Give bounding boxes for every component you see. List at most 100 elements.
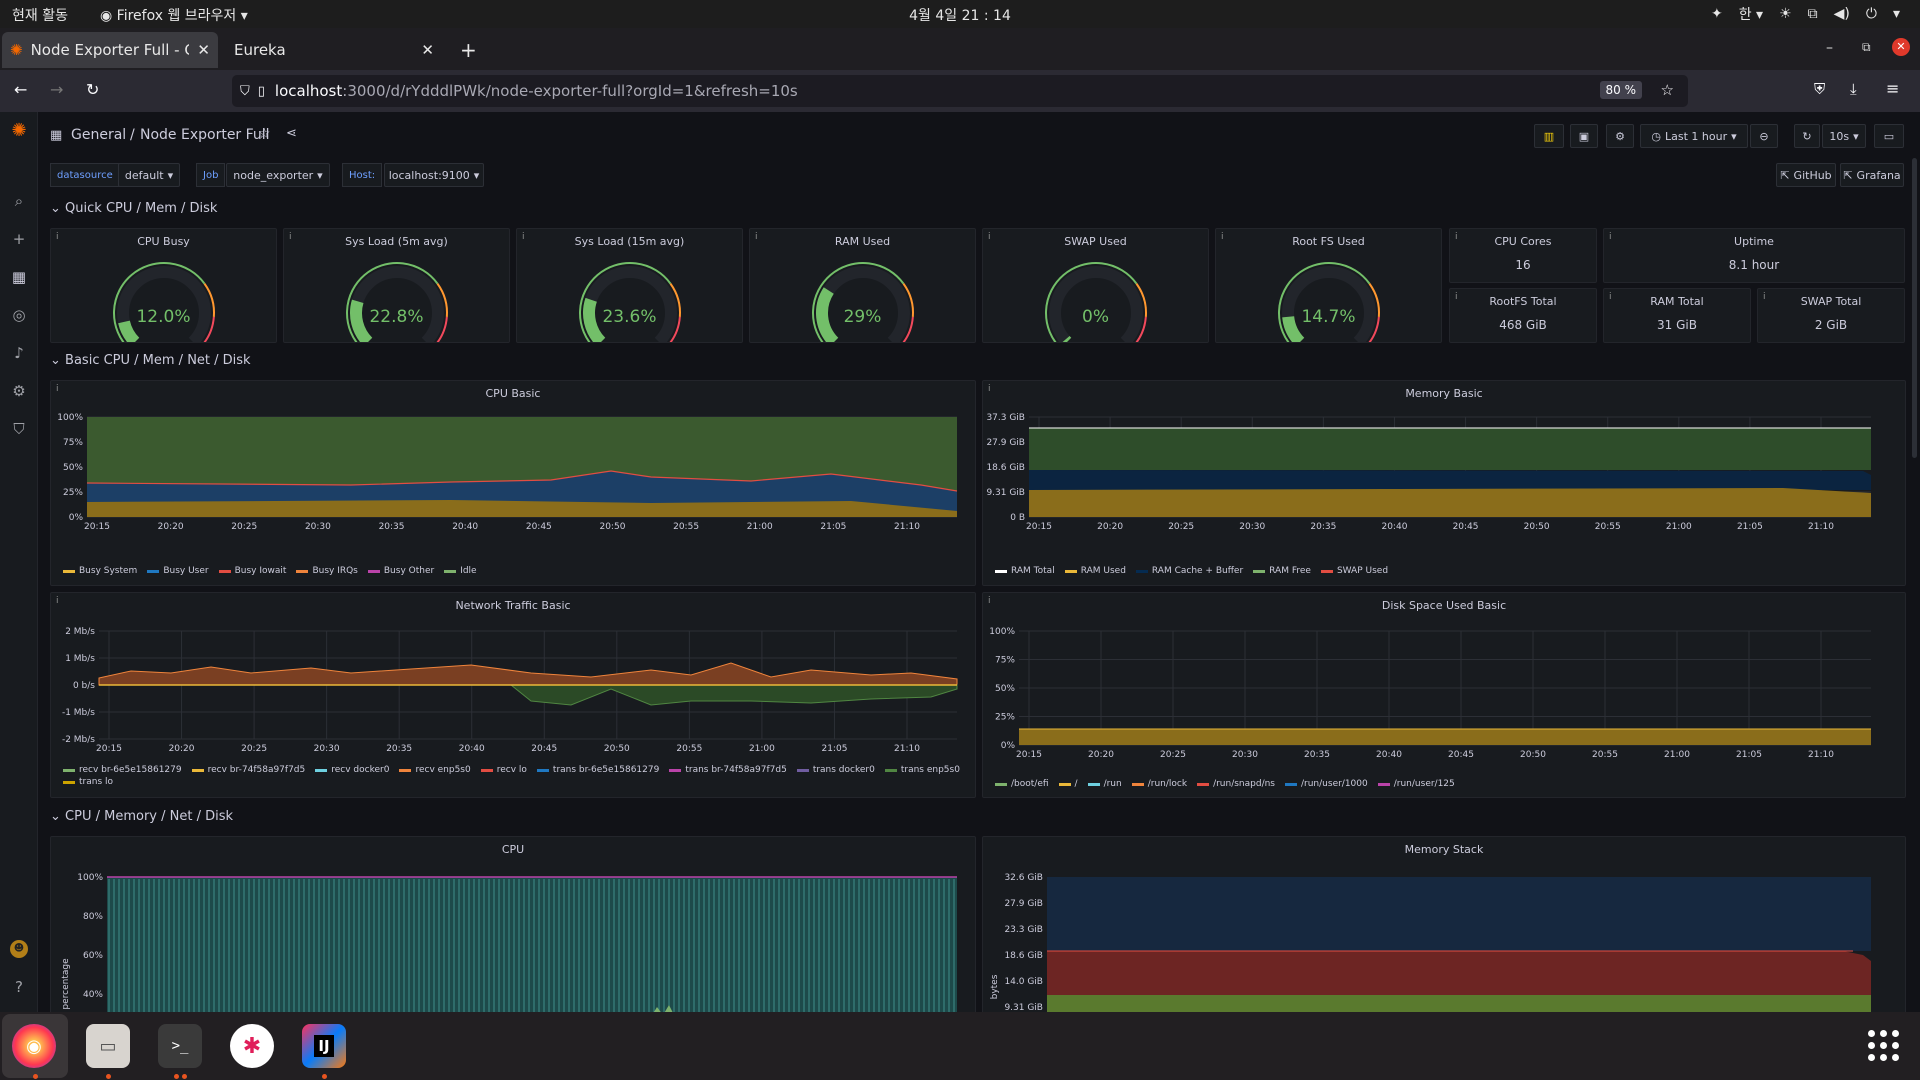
shield-icon[interactable]: ⛉ xyxy=(240,83,250,99)
gauge-panel[interactable]: i Sys Load (5m avg) 22.8% xyxy=(283,228,510,343)
explore-icon[interactable]: ◎ xyxy=(12,306,26,324)
breadcrumb-folder[interactable]: General xyxy=(71,127,127,143)
legend-item[interactable]: Busy User xyxy=(147,566,209,576)
row-basic[interactable]: ⌄ Basic CPU / Mem / Net / Disk xyxy=(50,353,251,368)
files-launcher[interactable]: ▭ xyxy=(86,1024,130,1068)
info-icon[interactable]: i xyxy=(1455,292,1458,302)
panel-cpu[interactable]: CPU percentage 100% 80% 60% 40% xyxy=(50,836,976,1012)
legend-item[interactable]: /boot/efi xyxy=(995,779,1049,789)
time-picker[interactable]: ◷ Last 1 hour ▾ xyxy=(1640,124,1748,148)
activities-button[interactable]: 현재 활동 xyxy=(12,8,68,24)
info-icon[interactable]: i xyxy=(755,232,758,242)
menu-icon[interactable]: ≡ xyxy=(1886,79,1900,98)
info-icon[interactable]: i xyxy=(56,384,59,394)
legend-item[interactable]: RAM Used xyxy=(1064,566,1126,576)
show-apps-button[interactable] xyxy=(1868,1030,1900,1062)
legend-item[interactable]: /run/user/125 xyxy=(1377,779,1455,789)
legend-item[interactable]: Idle xyxy=(444,566,477,576)
clock[interactable]: 4월 4일 21 : 14 xyxy=(909,8,1011,24)
info-icon[interactable]: i xyxy=(988,596,991,606)
stat-swap-total[interactable]: i SWAP Total 2 GiB xyxy=(1757,288,1905,343)
help-icon[interactable]: ? xyxy=(15,978,23,996)
legend-item[interactable]: Busy System xyxy=(63,566,137,576)
volume-icon[interactable]: ◀) xyxy=(1833,6,1850,22)
network-icon[interactable]: ⧉ xyxy=(1807,6,1818,22)
panel-cpu-basic[interactable]: i CPU Basic 100% 75% 50% 25% 0% 20:15 20:20 20… xyxy=(50,380,976,586)
row-quick[interactable]: ⌄ Quick CPU / Mem / Disk xyxy=(50,201,217,216)
grafana-logo-icon[interactable]: ✺ xyxy=(11,120,27,141)
legend-item[interactable]: trans lo xyxy=(63,777,113,787)
intellij-launcher[interactable]: IJ xyxy=(302,1024,346,1068)
github-link[interactable]: ⇱ GitHub xyxy=(1776,163,1836,187)
legend-item[interactable]: /run/user/1000 xyxy=(1285,779,1368,789)
dashboards-icon[interactable]: ▦ xyxy=(11,268,27,286)
terminal-launcher[interactable]: >_ xyxy=(158,1024,202,1068)
star-icon[interactable]: ☆ xyxy=(1660,81,1674,99)
panel-disk-basic[interactable]: i Disk Space Used Basic 100% 75% 50% 25% 0% … xyxy=(982,592,1906,798)
minimize-icon[interactable]: – xyxy=(1826,40,1833,56)
save-dashboard-button[interactable]: ▣ xyxy=(1570,124,1598,148)
server-admin-icon[interactable]: ⛉ xyxy=(13,420,25,438)
back-icon[interactable]: ← xyxy=(14,80,28,99)
grafana-link[interactable]: ⇱ Grafana xyxy=(1840,163,1904,187)
dashboard-settings-button[interactable]: ⚙ xyxy=(1606,124,1634,148)
gauge-panel[interactable]: i Sys Load (15m avg) 23.6% xyxy=(516,228,743,343)
share-icon[interactable]: ⋖ xyxy=(286,126,297,141)
panel-memory-stack[interactable]: Memory Stack bytes 32.6 GiB 27.9 GiB 23.3 … xyxy=(982,836,1906,1012)
info-icon[interactable]: i xyxy=(289,232,292,242)
stat-uptime[interactable]: i Uptime 8.1 hour xyxy=(1603,228,1905,283)
info-icon[interactable]: i xyxy=(988,232,991,242)
zoom-level[interactable]: 80 % xyxy=(1599,81,1642,99)
datasource-select[interactable]: default ▾ xyxy=(118,163,180,187)
legend-item[interactable]: recv lo xyxy=(480,765,527,775)
stat-ram-total[interactable]: i RAM Total 31 GiB xyxy=(1603,288,1751,343)
pocket-icon[interactable]: ⛨ xyxy=(1814,80,1826,98)
info-icon[interactable]: i xyxy=(56,232,59,242)
avatar[interactable]: ☻ xyxy=(10,940,28,958)
chevron-down-icon[interactable]: ▾ xyxy=(1892,6,1900,22)
slack-launcher[interactable]: ✱ xyxy=(230,1024,274,1068)
stat-cpu-cores[interactable]: i CPU Cores 16 xyxy=(1449,228,1597,283)
info-icon[interactable]: i xyxy=(1609,232,1612,242)
gauge-panel[interactable]: i CPU Busy 12.0% xyxy=(50,228,277,343)
gauge-panel[interactable]: i Root FS Used 14.7% xyxy=(1215,228,1442,343)
search-icon[interactable]: ⌕ xyxy=(14,192,24,210)
address-bar[interactable]: ⛉ ▯ localhost:3000/d/rYdddlPWk/node-expo… xyxy=(232,75,1688,107)
panel-network-basic[interactable]: i Network Traffic Basic 2 Mb/s 1 Mb/s 0 b/… xyxy=(50,592,976,798)
forward-icon[interactable]: → xyxy=(50,80,64,99)
info-icon[interactable]: i xyxy=(1455,232,1458,242)
panel-memory-basic[interactable]: i Memory Basic 37.3 GiB 27.9 GiB 18.6 GiB 9… xyxy=(982,380,1906,586)
legend-item[interactable]: recv enp5s0 xyxy=(399,765,471,775)
gauge-panel[interactable]: i RAM Used 29% xyxy=(749,228,976,343)
add-panel-button[interactable]: ▥ xyxy=(1534,124,1564,148)
legend-item[interactable]: /run xyxy=(1087,779,1122,789)
sync-icon[interactable]: ✦ xyxy=(1710,6,1723,22)
download-icon[interactable]: ⤓ xyxy=(1850,80,1857,98)
job-select[interactable]: node_exporter ▾ xyxy=(226,163,330,187)
legend-item[interactable]: RAM Total xyxy=(995,566,1055,576)
alerting-icon[interactable]: ♪ xyxy=(14,344,24,362)
refresh-interval-picker[interactable]: 10s ▾ xyxy=(1822,124,1866,148)
new-tab-button[interactable]: + xyxy=(452,32,486,68)
info-icon[interactable]: i xyxy=(1763,292,1766,302)
page-title[interactable]: Node Exporter Full xyxy=(140,127,270,143)
close-window-icon[interactable]: ✕ xyxy=(1892,38,1910,56)
firefox-launcher[interactable]: ◉ xyxy=(12,1024,56,1068)
legend-item[interactable]: RAM Cache + Buffer xyxy=(1135,566,1243,576)
input-method[interactable]: 한 ▾ xyxy=(1738,7,1764,23)
close-icon[interactable]: ✕ xyxy=(197,41,210,59)
legend-item[interactable]: Busy IRQs xyxy=(296,566,358,576)
configuration-icon[interactable]: ⚙ xyxy=(12,382,26,400)
legend-item[interactable]: Busy Other xyxy=(367,566,434,576)
power-icon[interactable]: ⏻ xyxy=(1865,6,1877,22)
app-menu[interactable]: ◉ Firefox 웹 브라우저 ▾ xyxy=(100,5,248,25)
legend-item[interactable]: recv br-6e5e15861279 xyxy=(63,765,182,775)
create-icon[interactable]: + xyxy=(12,230,26,248)
legend-item[interactable]: /run/lock xyxy=(1131,779,1187,789)
legend-item[interactable]: trans enp5s0 xyxy=(884,765,960,775)
zoom-out-button[interactable]: ⊖ xyxy=(1750,124,1778,148)
legend-item[interactable]: trans br-74f58a97f7d5 xyxy=(669,765,787,775)
legend-item[interactable]: RAM Free xyxy=(1253,566,1311,576)
legend-item[interactable]: SWAP Used xyxy=(1320,566,1388,576)
tv-mode-button[interactable]: ▭ xyxy=(1874,124,1904,148)
